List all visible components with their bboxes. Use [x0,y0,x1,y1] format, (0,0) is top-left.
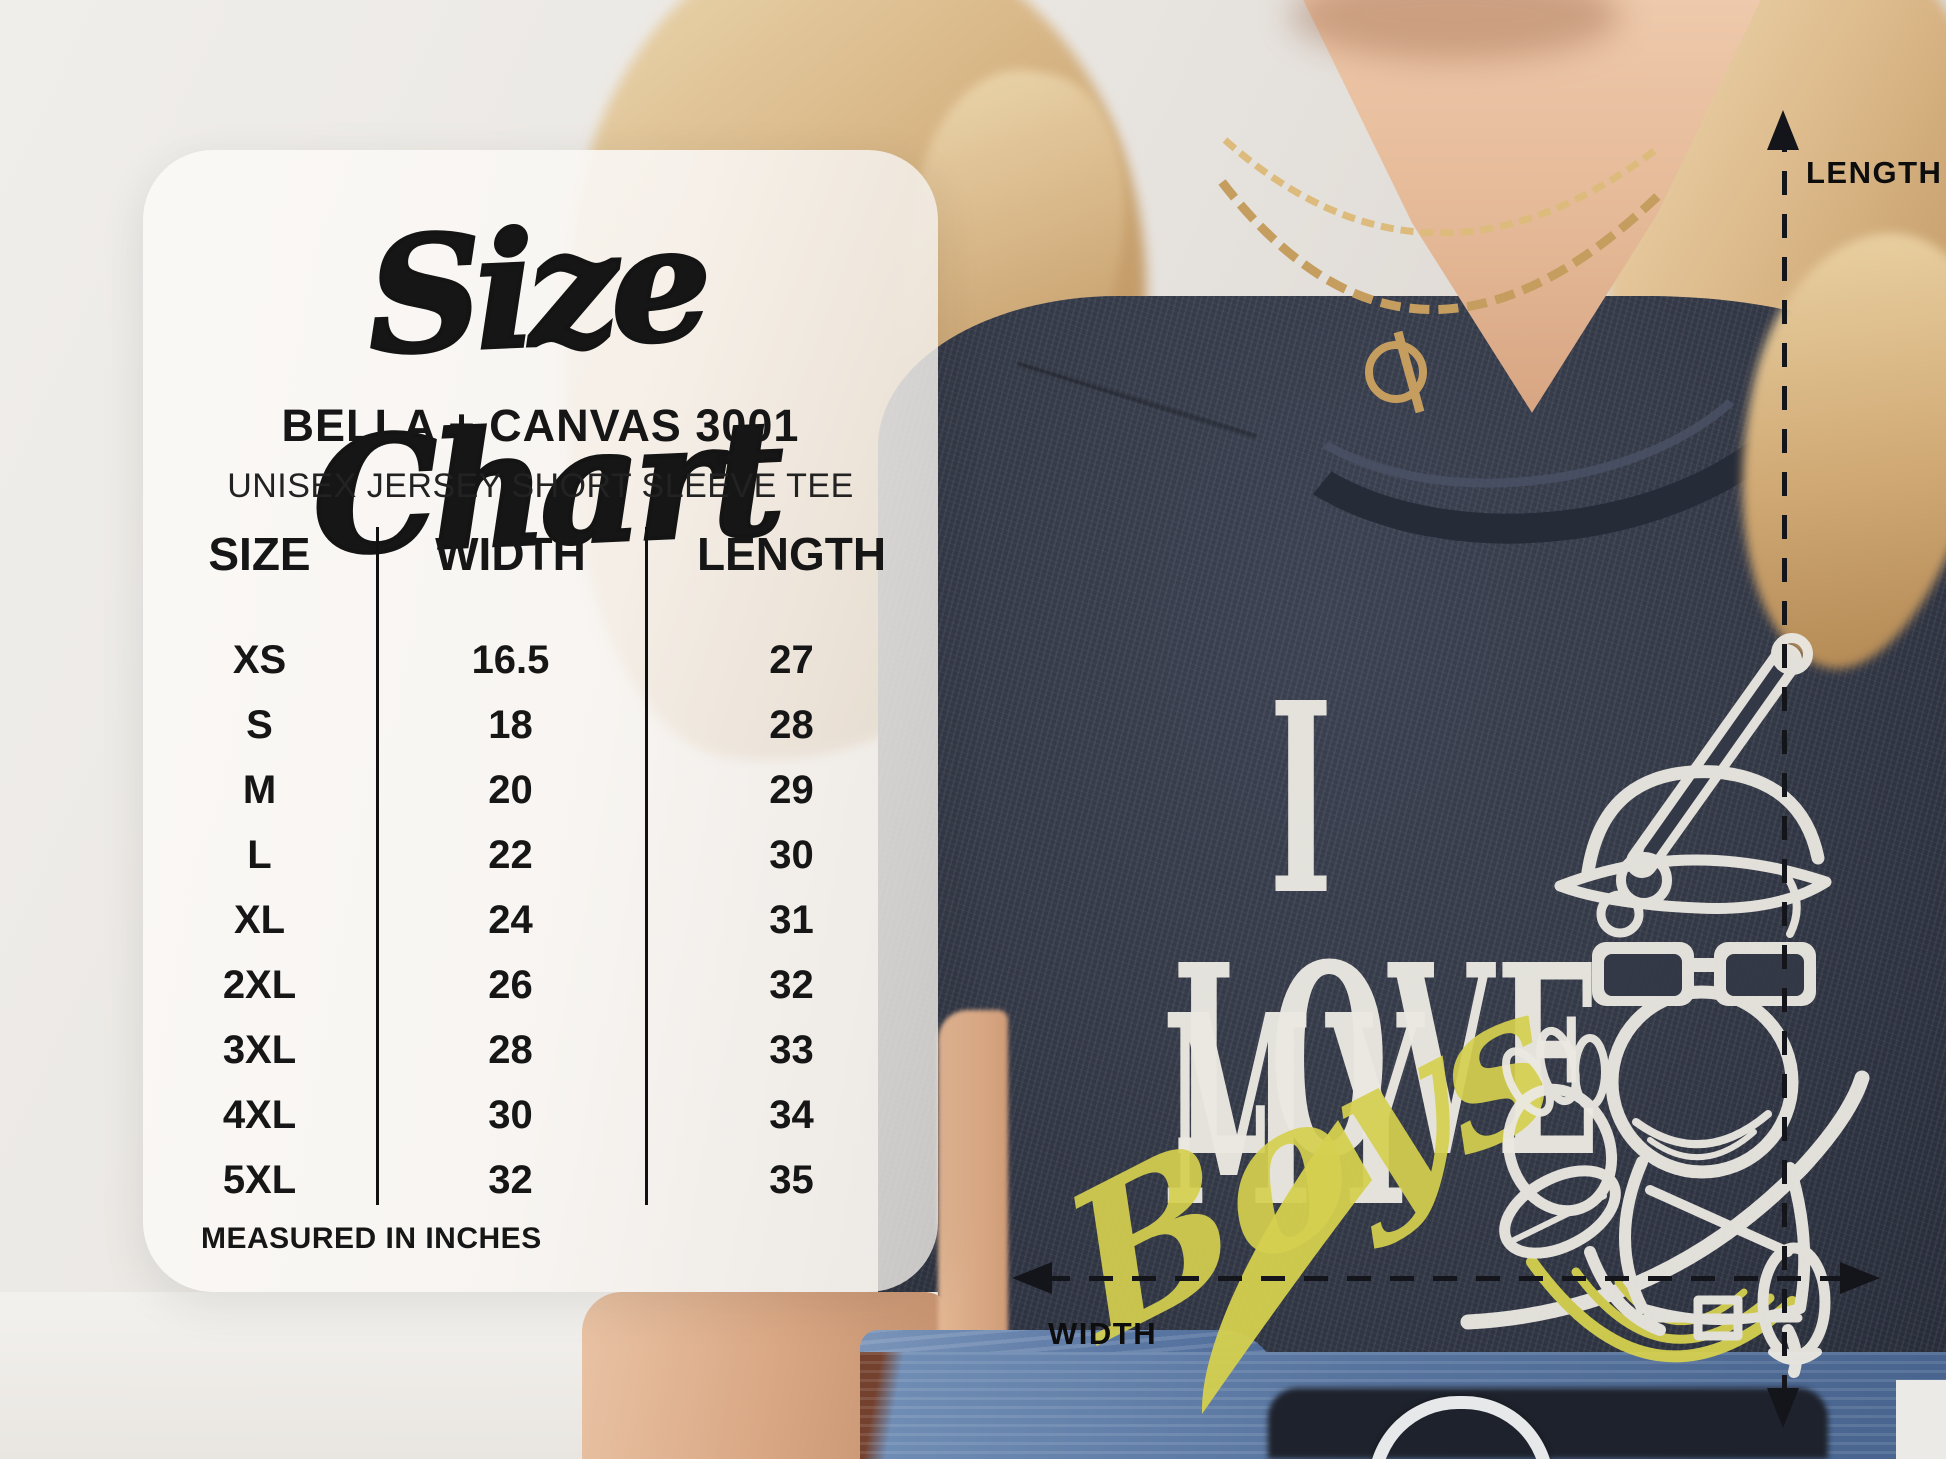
table-row-3xl: 3XL 28 33 [143,1018,938,1082]
table-header-width: WIDTH [435,528,586,580]
size-chart-panel: Size Chart BELLA + CANVAS 3001 UNISEX JE… [143,150,938,1292]
arrow-left-icon [1012,1262,1052,1294]
table-row-l: L 22 30 [143,823,938,887]
length-value: 30 [769,833,814,877]
length-label: LENGTH [1806,155,1943,190]
sneaker-icon [1757,1242,1831,1362]
table-row-2xl: 2XL 26 32 [143,953,938,1017]
table-row-4xl: 4XL 30 34 [143,1083,938,1147]
size-label: 2XL [222,963,297,1007]
width-label: WIDTH [1048,1316,1158,1351]
table-header-size: SIZE [208,528,311,580]
length-value: 33 [769,1028,814,1072]
baseball-head-icon [1605,985,1799,1179]
length-value: 34 [769,1093,814,1137]
width-value: 30 [488,1093,533,1137]
table-header-row: SIZE WIDTH LENGTH [143,528,938,580]
cap-icon [1581,765,1825,879]
size-label: S [246,703,273,747]
size-label: M [242,768,277,812]
length-dimension-line [1782,128,1787,1390]
arrow-right-icon [1840,1262,1880,1294]
width-value: 28 [488,1028,533,1072]
waistband-shadow [1268,1388,1828,1459]
leg [1584,1246,1666,1336]
width-value: 18 [488,703,533,747]
subtitle-line: UNISEX JERSEY SHORT SLEEVE TEE [227,467,854,505]
table-row-s: S 18 28 [143,693,938,757]
width-value: 32 [488,1158,533,1202]
swoosh-line [1460,1070,1870,1330]
ball-stitches [1632,1110,1772,1149]
arrow-down-icon [1767,1388,1799,1428]
width-value: 26 [488,963,533,1007]
width-value: 16.5 [471,638,550,682]
length-value: 27 [769,638,814,682]
brand-line: BELLA + CANVAS 3001 [281,400,800,451]
table-row-m: M 20 29 [143,758,938,822]
size-label: 3XL [222,1028,297,1072]
length-value: 31 [769,898,814,942]
size-label: XS [232,638,287,682]
torso [1619,1156,1648,1314]
table-header-length: LENGTH [696,528,887,580]
background-corner [1896,1380,1946,1459]
boys-script-tail [1201,1120,1372,1414]
size-label: XL [233,898,286,942]
table-row-5xl: 5XL 32 35 [143,1148,938,1212]
necklace-clasp-icon [1365,341,1427,403]
size-label: L [247,833,272,877]
size-label: 4XL [222,1093,297,1137]
length-value: 29 [769,768,814,812]
measured-note: MEASURED IN INCHES [201,1222,542,1255]
column-divider [645,527,648,1205]
length-value: 32 [769,963,814,1007]
width-dimension-line [1046,1276,1846,1281]
table-row-xl: XL 24 31 [143,888,938,952]
length-value: 28 [769,703,814,747]
yellow-arc [1526,1256,1798,1363]
width-value: 24 [488,898,533,942]
width-value: 22 [488,833,533,877]
width-value: 20 [488,768,533,812]
length-value: 35 [769,1158,814,1202]
column-divider [376,527,379,1205]
arrow-up-icon [1767,110,1799,150]
sneaker-icon [1499,1165,1621,1259]
size-label: 5XL [222,1158,297,1202]
table-row-xs: XS 16.5 27 [143,628,938,692]
